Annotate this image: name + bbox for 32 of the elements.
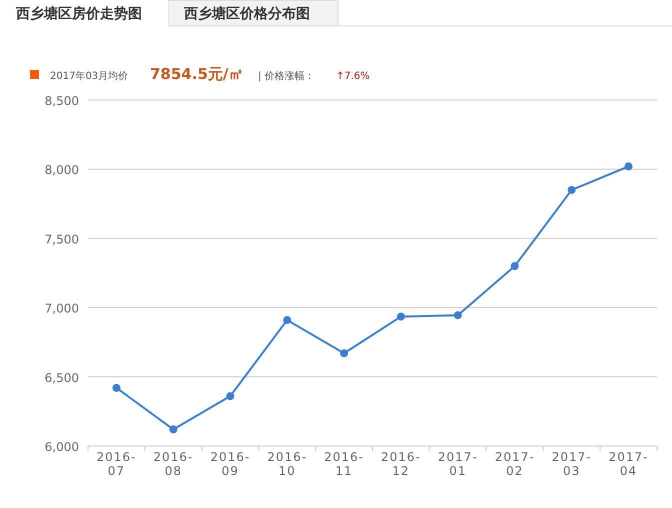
chart-subtitle: 西乡塘区价格分布图	[183, 5, 310, 22]
point	[396, 312, 405, 321]
point	[510, 262, 519, 270]
x-tick-label: 2016-12	[381, 450, 421, 478]
point	[568, 186, 576, 194]
text: | 价格涨幅：	[258, 70, 315, 82]
x-tick-label: 2016-07	[96, 450, 136, 478]
point	[169, 425, 178, 434]
x-tick-label: 2017-03	[552, 450, 592, 478]
y-tick-label: 6,000	[44, 440, 79, 454]
point	[624, 162, 633, 170]
x-tick-label: 2017-04	[608, 450, 648, 478]
text: 7854.5元/㎡	[150, 65, 244, 83]
x-tick-label: 2016-10	[267, 450, 308, 478]
y-tick-label: 8,500	[44, 94, 79, 108]
x-tick-label: 2017-01	[438, 450, 478, 478]
x-tick-label: 2016-08	[153, 450, 194, 478]
x-tick-label: 2017-02	[494, 450, 535, 478]
y-tick-label: 6,500	[44, 370, 79, 385]
y-tick-label: 8,000	[44, 163, 79, 178]
point	[454, 311, 462, 320]
y-tick-label: 7,500	[44, 232, 79, 246]
point	[283, 316, 292, 324]
point	[226, 392, 234, 400]
y-tick-label: 7,000	[44, 302, 79, 316]
x-tick-label: 2016-09	[210, 450, 250, 478]
x-tick-label: 2016-11	[324, 450, 364, 478]
text: ↑7.6%	[336, 71, 370, 82]
chart-title: 西乡塘区房价走势图	[15, 5, 142, 22]
text: 2017年03月均价	[50, 70, 128, 82]
point	[112, 384, 120, 392]
point	[340, 349, 348, 358]
